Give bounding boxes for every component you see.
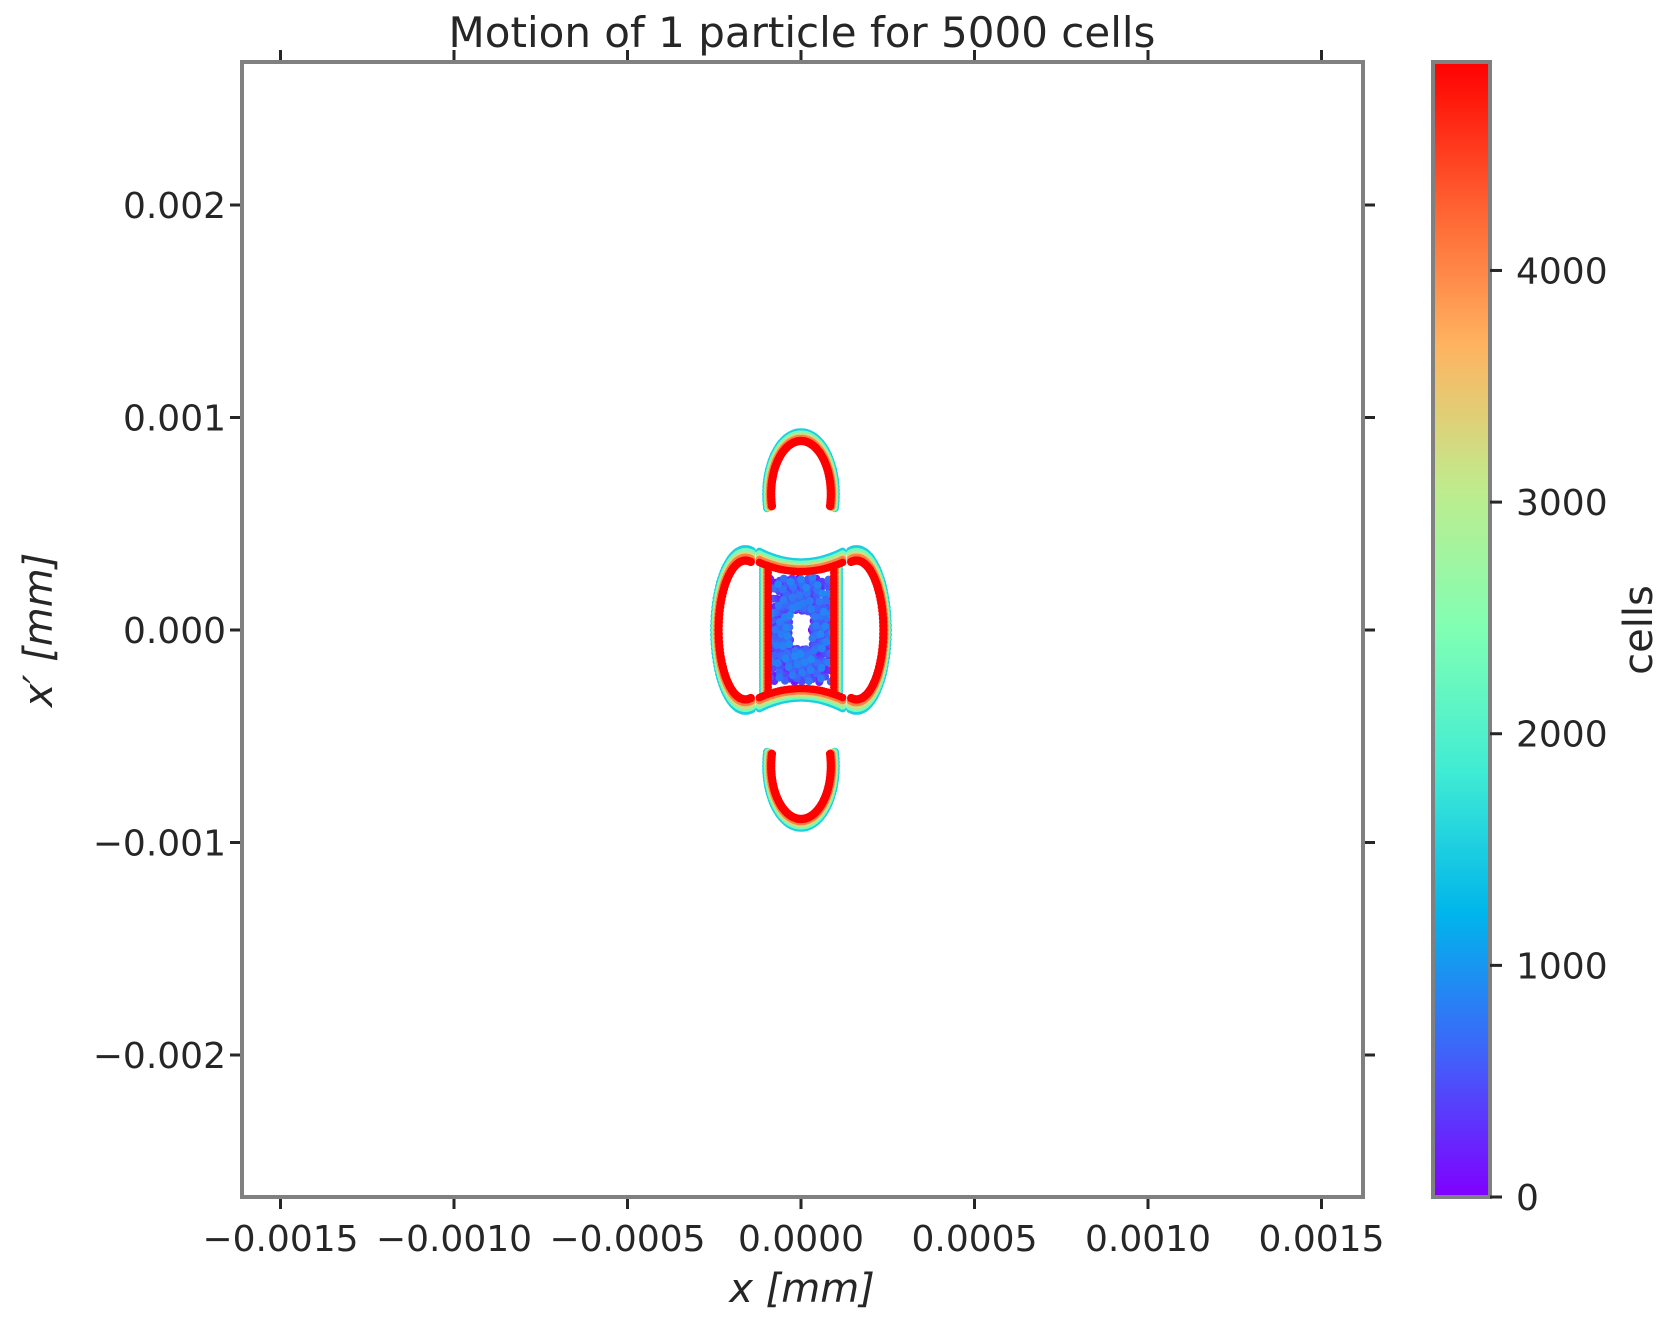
scatter-point <box>793 660 802 669</box>
scatter-point <box>778 585 787 594</box>
scatter-point <box>816 630 825 639</box>
y-tick-label: 0.001 <box>123 399 226 440</box>
scatter-point <box>788 604 797 613</box>
scatter-point <box>777 630 786 639</box>
scatter-point <box>813 581 822 590</box>
scatter-point <box>847 557 856 567</box>
scatter-point <box>819 607 828 616</box>
scatter-point <box>784 662 793 671</box>
scatter-point <box>788 593 797 602</box>
scatter-point <box>810 612 819 621</box>
scatter-point <box>808 572 817 581</box>
y-tick-label: 0.002 <box>123 186 226 227</box>
x-tick-label: 0.0015 <box>1259 1219 1385 1260</box>
scatter-point <box>826 492 835 502</box>
scatter-point <box>812 621 820 630</box>
y-tick-label: −0.002 <box>93 1036 226 1077</box>
x-tick-label: 0.0010 <box>1085 1219 1211 1260</box>
scatter-point <box>818 589 827 598</box>
scatter-point <box>802 583 811 592</box>
scatter-point <box>778 642 787 651</box>
colorbar-tick-label: 0 <box>1516 1178 1539 1219</box>
x-tick-label: 0.0005 <box>912 1219 1038 1260</box>
scatter-point <box>767 749 777 759</box>
colorbar-tick-label: 3000 <box>1516 483 1608 524</box>
scatter-point <box>714 629 723 639</box>
colorbar-tick-label: 4000 <box>1516 251 1608 292</box>
scatter-point <box>805 597 814 605</box>
scatter-point <box>775 618 784 626</box>
scatter-point <box>838 693 847 702</box>
scatter-point <box>795 591 804 600</box>
scatter-point <box>807 655 816 664</box>
scatter-point <box>808 634 817 643</box>
x-tick-label: −0.0015 <box>202 1219 358 1260</box>
scatter-point <box>798 668 807 677</box>
scatter-point <box>771 625 779 634</box>
scatter-point <box>788 671 797 680</box>
scatter-point <box>783 632 792 641</box>
scatter-point <box>781 654 790 663</box>
scatter-point <box>830 562 838 571</box>
scatter-point <box>805 677 813 686</box>
scatter-point <box>786 577 795 586</box>
scatter-point <box>770 651 779 660</box>
y-axis-ticks: −0.002 −0.001 0.000 0.001 0.002 <box>93 186 1375 1077</box>
scatter-point <box>775 673 784 682</box>
scatter-point <box>774 580 783 589</box>
scatter-point <box>822 637 831 646</box>
scatter-point <box>746 557 755 567</box>
scatter-point <box>767 501 777 511</box>
colorbar <box>1431 60 1492 1199</box>
scatter-point <box>826 758 835 768</box>
scatter-point <box>800 658 809 667</box>
colorbar-ticks: 0 1000 2000 3000 4000 <box>1490 251 1608 1219</box>
scatter-point <box>823 582 832 591</box>
scatter-point <box>782 623 791 632</box>
scatter-point <box>774 601 783 610</box>
colorbar-label: cells <box>1616 585 1662 675</box>
x-axis-ticks: −0.0015 −0.0010 −0.0005 0.0000 0.0005 0.0010 0… <box>202 50 1384 1260</box>
scatter-point <box>879 629 888 639</box>
scatter-point <box>785 640 794 649</box>
scatter-point <box>838 558 847 567</box>
scatter-point <box>806 666 815 675</box>
scatter-point <box>796 649 805 658</box>
plot-frame <box>240 60 1365 1199</box>
scatter-point <box>785 611 794 620</box>
y-tick-label: 0.000 <box>123 611 226 652</box>
x-tick-label: −0.0005 <box>549 1219 705 1260</box>
colorbar-tick-label: 2000 <box>1516 715 1608 756</box>
scatter-point <box>797 575 805 584</box>
scatter-point <box>810 646 818 655</box>
colorbar-tick-label: 1000 <box>1516 946 1608 987</box>
scatter-point <box>817 644 826 653</box>
y-tick-label: −0.001 <box>93 824 226 865</box>
scatter-point <box>815 597 824 606</box>
x-tick-label: −0.0010 <box>376 1219 532 1260</box>
scatter-point <box>817 674 825 683</box>
y-axis-label: x′ [mm] <box>16 553 62 710</box>
scatter-point <box>764 562 772 571</box>
scatter-point <box>821 596 830 605</box>
scatter-point <box>807 605 816 614</box>
chart-title: Motion of 1 particle for 5000 cells <box>449 8 1156 57</box>
scatter-point <box>821 622 830 631</box>
scatter-point <box>817 663 826 672</box>
scatter-point <box>772 641 781 650</box>
scatter-point <box>779 596 788 604</box>
scatter-point <box>773 658 782 667</box>
x-tick-label: 0.0000 <box>738 1219 864 1260</box>
scatter-points <box>710 428 892 832</box>
x-axis-label: x [mm] <box>727 1266 875 1312</box>
scatter-point <box>779 574 788 583</box>
